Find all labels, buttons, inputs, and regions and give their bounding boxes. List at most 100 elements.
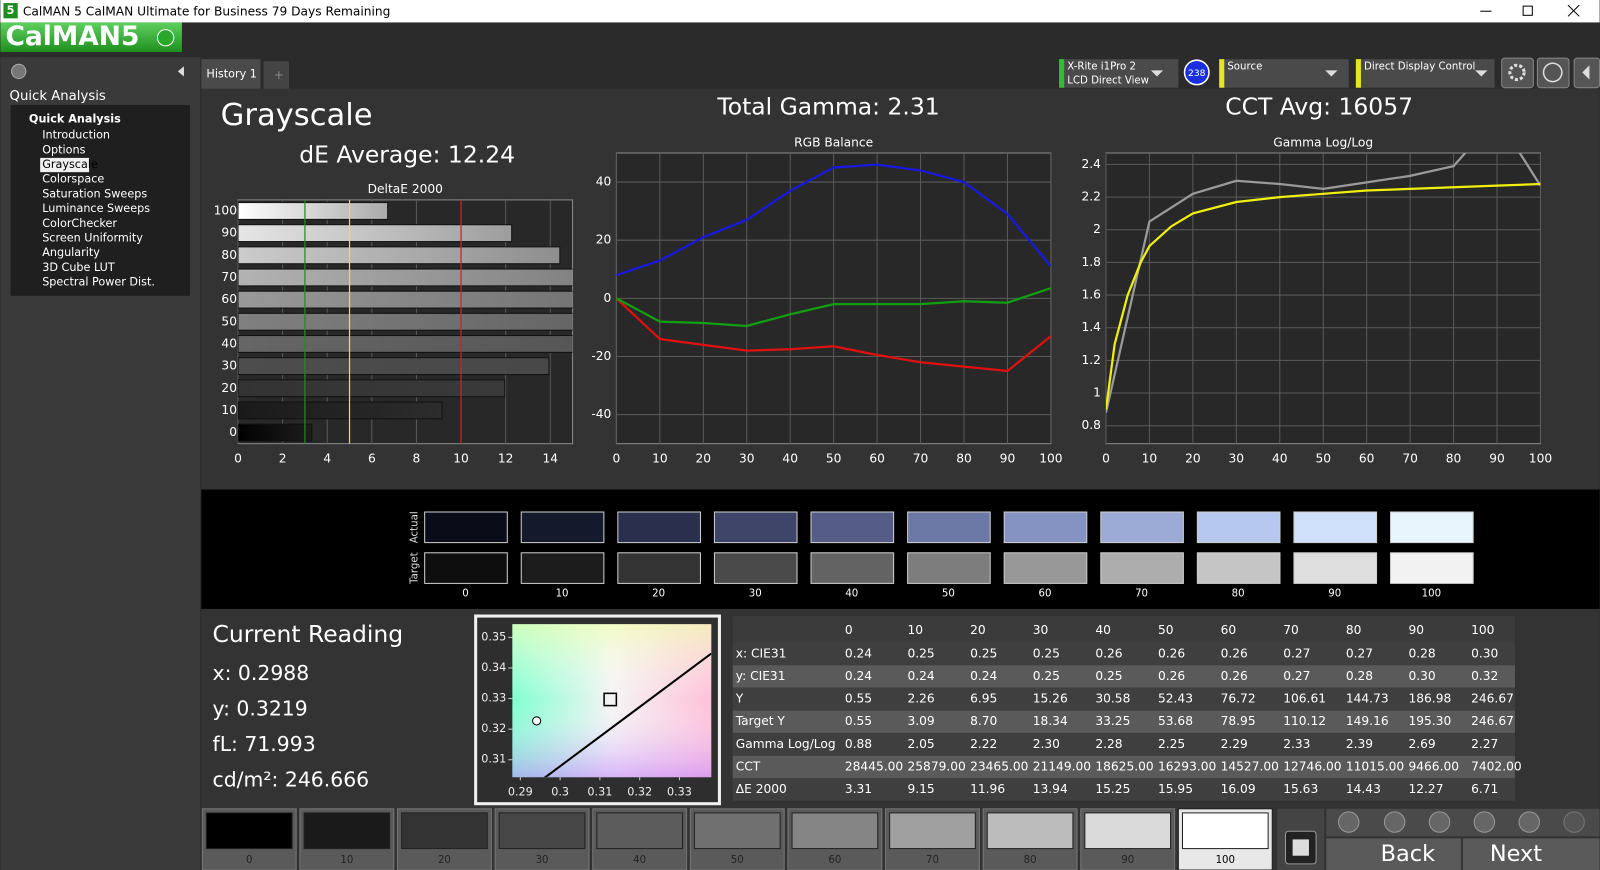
- reading-line: fL: 71.993: [213, 732, 316, 756]
- plot-marks: [532, 652, 712, 778]
- table-cell: 18.34: [1033, 714, 1068, 728]
- y-tick-label: 70: [221, 270, 237, 284]
- action-stop[interactable]: [1338, 811, 1360, 833]
- title-bar: [0, 0, 1600, 23]
- data-line: [1105, 182, 1541, 410]
- table-cell: 0.25: [1033, 669, 1060, 683]
- x-tick-label: 70: [913, 451, 929, 465]
- x-tick-label: 80: [1446, 451, 1462, 465]
- meter-dropdown: [1150, 70, 1164, 77]
- display-dropdown: [1475, 70, 1488, 77]
- column-header: 50: [1158, 623, 1174, 637]
- sidebar-icon[interactable]: [11, 63, 27, 80]
- table-cell: 2.30: [1033, 737, 1060, 751]
- tree-root[interactable]: Quick Analysis: [29, 112, 121, 125]
- actual-swatch: [1293, 511, 1378, 544]
- bar: [238, 401, 443, 420]
- action-loop[interactable]: [1473, 811, 1496, 833]
- x-tick-label: 0.29: [508, 785, 533, 798]
- table-cell: 8.70: [970, 714, 997, 728]
- bar: [238, 290, 573, 309]
- x-tick-label: 10: [652, 451, 668, 465]
- back-button[interactable]: [1326, 838, 1461, 870]
- target-swatch: [1100, 552, 1184, 584]
- table-cell: 2.25: [1158, 737, 1185, 751]
- actual-swatch: [1100, 511, 1184, 544]
- bar: [238, 246, 561, 265]
- table-cell: 14527.00: [1221, 759, 1279, 773]
- sidebar-item[interactable]: Angularity: [42, 246, 100, 259]
- x-tick-label: 60: [869, 451, 885, 465]
- action-toolbar: [1326, 808, 1600, 837]
- add-tab[interactable]: [263, 61, 290, 89]
- action-range[interactable]: [1428, 811, 1451, 833]
- table-cell: 2.22: [970, 737, 997, 751]
- meter-status: [1059, 59, 1065, 88]
- table-cell: 2.27: [1471, 737, 1498, 751]
- table-cell: 21149.00: [1033, 759, 1091, 773]
- x-tick-label: 0: [234, 451, 242, 465]
- close-button[interactable]: [1567, 4, 1580, 17]
- table-cell: 0.30: [1471, 646, 1498, 660]
- action-play[interactable]: [1383, 811, 1406, 833]
- y-tick-label: 40: [596, 175, 612, 189]
- y-tick-label: 2: [1093, 222, 1101, 236]
- table-cell: 30.58: [1095, 692, 1130, 706]
- tab[interactable]: [201, 59, 261, 89]
- table-cell: 144.73: [1346, 692, 1389, 706]
- panel-toggle-icon: [1582, 65, 1590, 80]
- tab-label: History 1: [206, 67, 257, 80]
- sidebar-item[interactable]: 3D Cube LUT: [42, 261, 115, 274]
- sidebar-item[interactable]: Saturation Sweeps: [42, 187, 147, 200]
- source-select[interactable]: [1219, 59, 1349, 88]
- table-cell: 0.24: [845, 669, 872, 683]
- x-tick-label: 10: [453, 451, 469, 465]
- logo-button[interactable]: [0, 22, 182, 53]
- next-button[interactable]: [1462, 838, 1600, 870]
- settings-button[interactable]: [1501, 57, 1534, 89]
- patch-label: 30: [536, 855, 549, 866]
- target-swatch: [1196, 552, 1281, 584]
- sidebar-item[interactable]: Luminance Sweeps: [42, 202, 150, 215]
- sidebar-item[interactable]: Screen Uniformity: [42, 231, 143, 244]
- swatch-level: 20: [652, 589, 665, 600]
- patch-color: [889, 812, 976, 850]
- sidebar-item[interactable]: Introduction: [42, 129, 110, 142]
- patch-color: [1181, 812, 1269, 850]
- table-cell: 15.95: [1158, 782, 1193, 796]
- sidebar-item[interactable]: Grayscale: [42, 158, 98, 171]
- logo-dropdown[interactable]: [156, 29, 175, 47]
- collapse-sidebar[interactable]: [177, 66, 184, 77]
- patch-color: [791, 812, 879, 850]
- target-point: [603, 692, 618, 707]
- target-swatch: [424, 552, 508, 584]
- sidebar-item[interactable]: Options: [42, 143, 85, 156]
- restore-button[interactable]: [1522, 5, 1533, 16]
- target-swatch: [1293, 552, 1378, 584]
- stop-icon: [1292, 839, 1309, 856]
- sidebar-item[interactable]: Colorspace: [42, 173, 104, 186]
- x-tick-label: 0.3: [551, 785, 569, 798]
- sidebar-item[interactable]: Spectral Power Dist.: [42, 276, 155, 289]
- action-refresh[interactable]: [1518, 811, 1540, 833]
- x-tick-label: 50: [826, 451, 842, 465]
- swatch-level: 30: [749, 589, 762, 600]
- sidebar-item[interactable]: ColorChecker: [42, 217, 117, 230]
- action-check[interactable]: [1563, 811, 1585, 833]
- meter-badge[interactable]: [1183, 59, 1210, 86]
- row-label: ΔE 2000: [736, 782, 787, 796]
- display-select[interactable]: [1355, 59, 1495, 88]
- table-cell: 3.31: [845, 782, 872, 796]
- table-cell: 2.39: [1346, 737, 1373, 751]
- y-tick-label: -40: [591, 407, 611, 421]
- y-tick-label: 2.2: [1081, 190, 1100, 204]
- app-icon-text: 5: [7, 4, 15, 17]
- de-average: dE Average: 12.24: [299, 141, 515, 169]
- table-cell: 246.67: [1471, 692, 1514, 706]
- x-tick-label: 40: [1272, 451, 1288, 465]
- help-button[interactable]: [1536, 57, 1570, 89]
- y-tick-label: 0.35: [481, 630, 506, 643]
- reading-line: x: 0.2988: [213, 661, 310, 685]
- bar: [238, 202, 389, 220]
